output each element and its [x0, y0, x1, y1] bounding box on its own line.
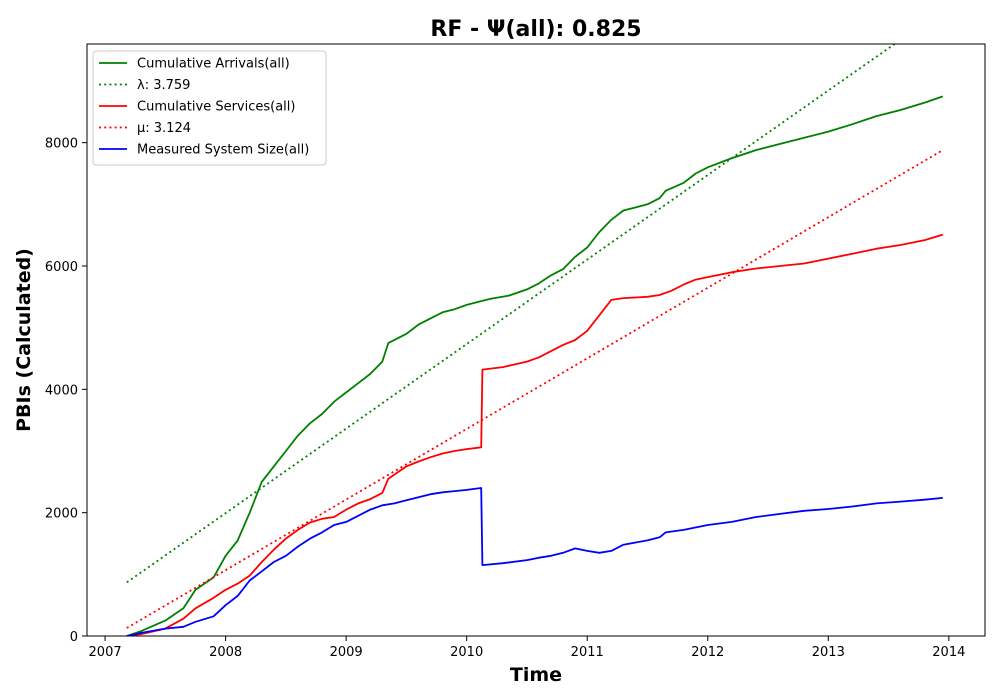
x-axis-label: Time: [510, 664, 562, 686]
x-axis: 2007 2008 2009 2010 2011 2012 2013 2014: [89, 636, 965, 660]
legend-entry-4: Measured System Size(all): [137, 143, 309, 158]
x-tick-label: 2009: [330, 645, 363, 660]
y-tick-label: 2000: [45, 507, 78, 522]
series-line-0: [126, 95, 944, 636]
legend-entry-3: μ: 3.124: [137, 121, 191, 136]
y-tick-label: 0: [70, 630, 78, 645]
legend-box: [92, 50, 327, 166]
x-tick-label: 2007: [89, 645, 122, 660]
x-tick-label: 2014: [932, 645, 965, 660]
series-line-4: [126, 487, 943, 636]
legend: Cumulative Arrivals(all) λ: 3.759 Cumulati…: [92, 50, 327, 166]
series-line-2: [126, 233, 944, 636]
series-line-1: [126, 44, 896, 584]
x-tick-label: 2011: [571, 645, 604, 660]
x-tick-label: 2008: [209, 645, 242, 660]
x-tick-label: 2013: [812, 645, 845, 660]
legend-entry-2: Cumulative Services(all): [137, 100, 295, 115]
y-axis: 0 2000 4000 6000 8000: [45, 137, 87, 645]
legend-entry-0: Cumulative Arrivals(all): [137, 57, 290, 72]
y-tick-label: 8000: [45, 137, 78, 152]
y-tick-label: 6000: [45, 260, 78, 275]
y-axis-label: PBIs (Calculated): [13, 248, 35, 432]
x-tick-label: 2012: [691, 645, 724, 660]
series-line-3: [126, 149, 944, 629]
plot-frame: [86, 43, 986, 637]
x-tick-label: 2010: [450, 645, 483, 660]
chart-title: RF - Ψ(all): 0.825: [430, 17, 641, 42]
legend-entry-1: λ: 3.759: [137, 78, 190, 93]
y-tick-label: 4000: [45, 383, 78, 398]
